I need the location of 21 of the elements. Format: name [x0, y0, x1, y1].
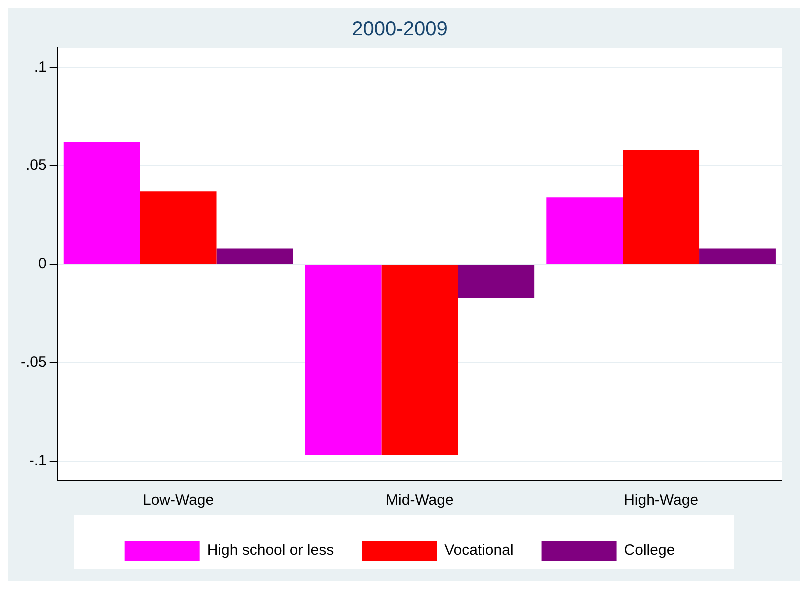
x-tick-label: Low-Wage: [142, 492, 214, 510]
bar: [458, 265, 535, 298]
y-tick-label: .1: [34, 58, 47, 76]
y-tick-label: .05: [26, 157, 47, 174]
legend-label: Vocational: [444, 542, 514, 560]
x-tick-label: High-Wage: [624, 492, 699, 510]
bar: [305, 265, 382, 456]
bar: [382, 265, 458, 456]
bar: [140, 192, 217, 264]
y-tick-label: -.05: [20, 354, 47, 372]
bar: [546, 198, 624, 264]
y-tick-label: 0: [38, 256, 47, 273]
y-tick-label: -.1: [29, 452, 47, 470]
bar: [700, 248, 776, 264]
bar: [216, 248, 294, 264]
chart-title: 2000-2009: [352, 18, 448, 41]
legend-label: College: [624, 542, 676, 560]
x-tick-label: Mid-Wage: [386, 492, 454, 510]
bar: [623, 150, 700, 264]
bar: [64, 142, 140, 264]
legend-label: High school or less: [207, 542, 334, 560]
